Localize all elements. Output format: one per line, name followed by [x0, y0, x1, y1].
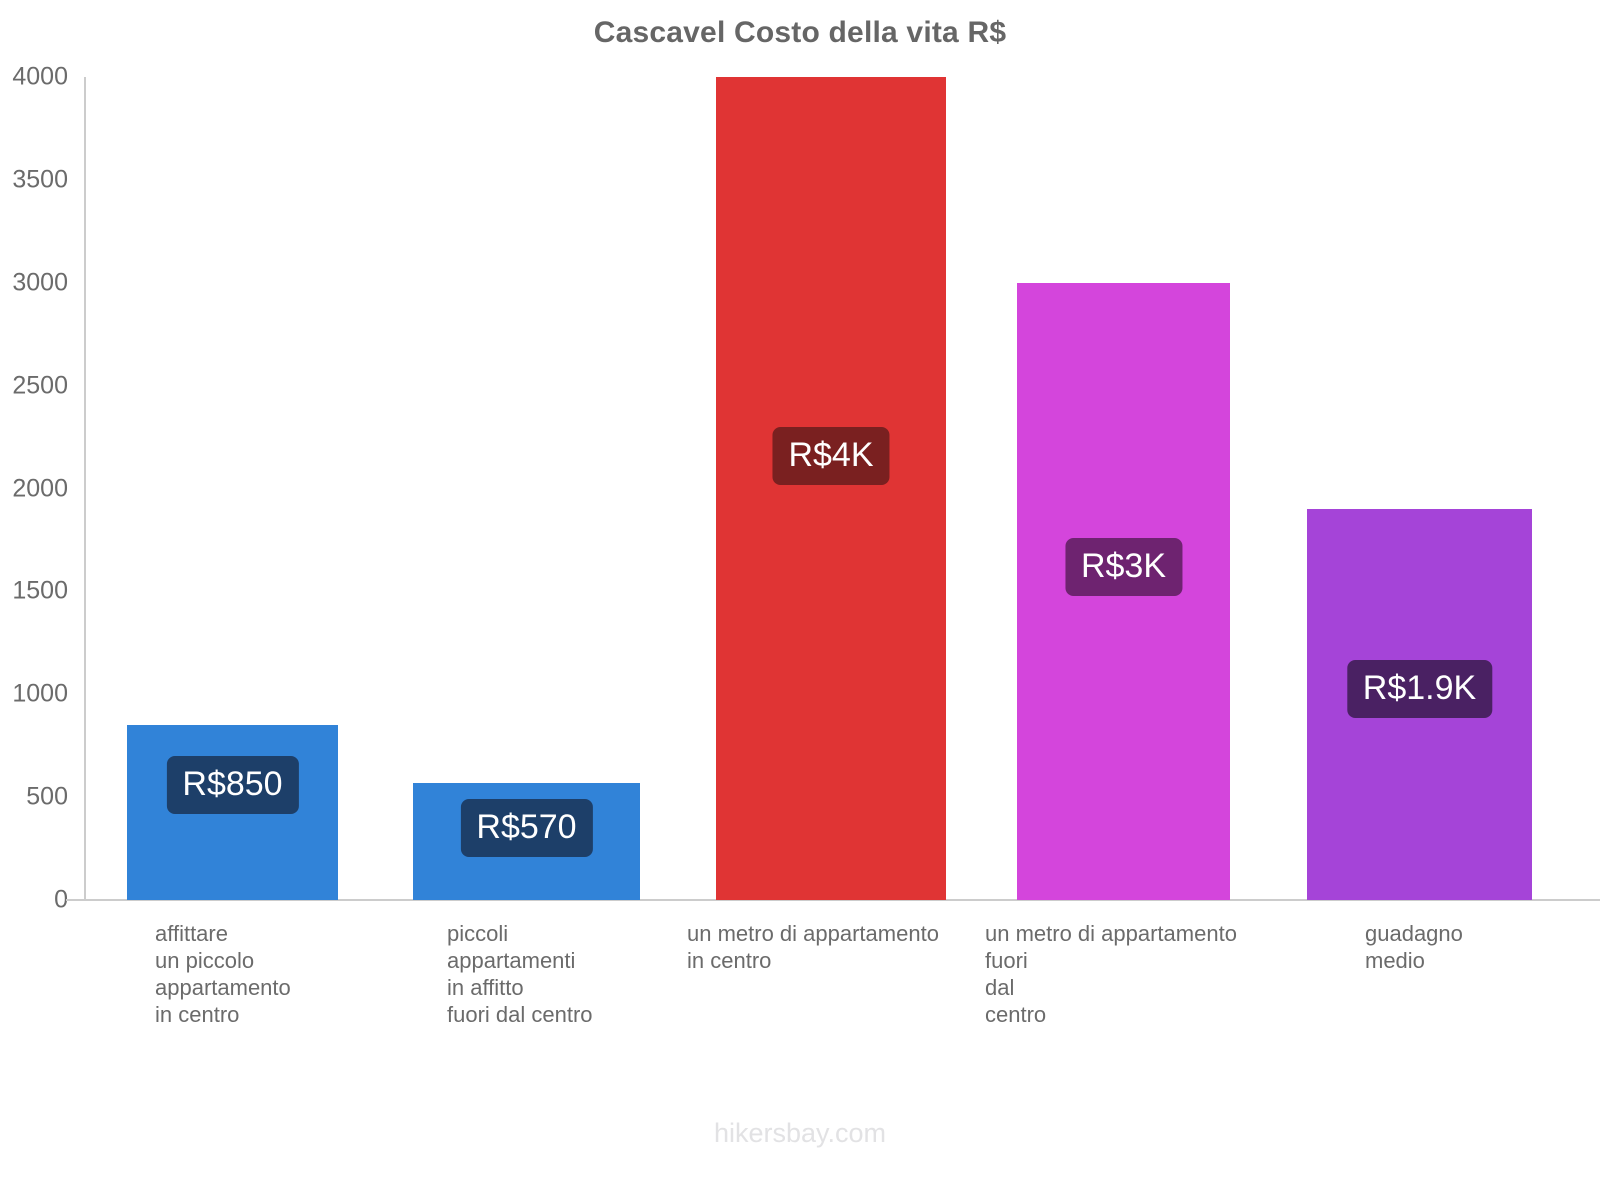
bar[interactable]	[716, 77, 946, 900]
y-axis-tick-label: 0	[54, 885, 68, 914]
bar-value-label: R$570	[460, 798, 593, 857]
y-axis-tick-label: 3500	[12, 165, 68, 194]
watermark: hikersbay.com	[713, 1118, 887, 1148]
y-axis-tick-label: 2500	[12, 371, 68, 400]
bar-value-label: R$4K	[772, 426, 890, 485]
x-axis-category-label: piccoli appartamenti in affitto fuori da…	[447, 921, 593, 1027]
y-axis-tick-label: 4000	[12, 62, 68, 91]
y-axis-tick-label: 2000	[12, 474, 68, 502]
y-axis-tick-label: 3000	[12, 268, 68, 297]
y-axis-line	[84, 77, 86, 901]
x-axis-line	[66, 899, 1600, 901]
y-axis-tick-label: 1500	[12, 576, 68, 605]
x-axis-category-label: un metro di appartamento fuori dal centr…	[985, 921, 1237, 1027]
y-axis-tick-label: 500	[26, 782, 68, 811]
y-axis-tick-label: 1000	[12, 679, 68, 708]
bar-value-label: R$3K	[1064, 537, 1183, 596]
x-axis-category-label: affittare un piccolo appartamento in cen…	[155, 921, 291, 1027]
chart-title: Cascavel Costo della vita R$	[593, 16, 1007, 49]
bar-value-label: R$1.9K	[1346, 659, 1493, 718]
x-axis-category-label: un metro di appartamento in centro	[687, 921, 939, 973]
x-axis-category-label: guadagno medio	[1365, 921, 1463, 973]
bar-value-label: R$850	[166, 756, 299, 815]
